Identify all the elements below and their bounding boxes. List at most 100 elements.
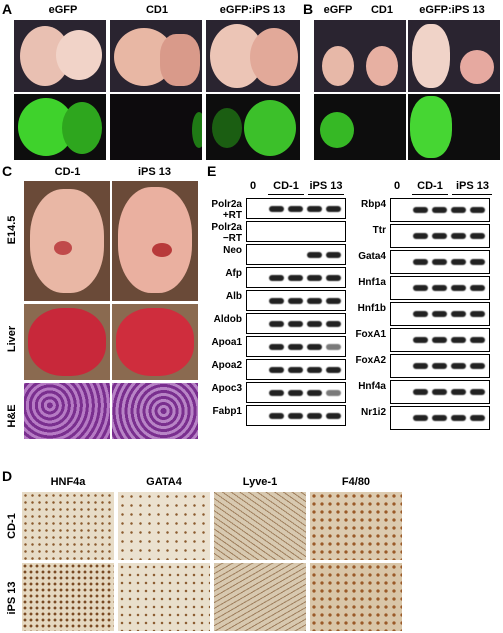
gel-band [326, 367, 341, 373]
panel-a-col-chimera: eGFP:iPS 13 [219, 4, 286, 16]
gel-band [432, 389, 447, 395]
panel-c-liver-cd1 [24, 304, 110, 380]
gel-band [326, 321, 341, 327]
panel-b-gfp-controls [314, 94, 406, 160]
gel-band [470, 311, 485, 317]
panel-a-gfp-egfp [14, 94, 106, 160]
panel-b-bright-chimera [408, 20, 500, 92]
gel-band [451, 285, 466, 291]
gel-band [432, 233, 447, 239]
gel-strip-left-1 [246, 221, 346, 242]
gel-band [326, 252, 341, 258]
gel-band [470, 363, 485, 369]
panel-d-col-lyve1: Lyve-1 [242, 476, 278, 488]
gel-left-ips13: iPS 13 [309, 180, 343, 192]
gel-band [470, 389, 485, 395]
gel-band [470, 233, 485, 239]
gel-band [288, 321, 303, 327]
panel-d-ihc-cd1-gata4 [118, 492, 210, 560]
gel-band [326, 344, 341, 350]
gel-band [288, 206, 303, 212]
gel-label-left-6: Apoa1 [211, 337, 242, 348]
gel-label-left-2: Neo [223, 245, 242, 256]
gel-band [451, 415, 466, 421]
panel-c-embryo-cd1 [24, 181, 110, 301]
gel-band [432, 311, 447, 317]
gel-band [307, 390, 322, 396]
gel-band [269, 367, 284, 373]
gel-left-zero: 0 [249, 180, 257, 192]
panel-c-col-cd1: CD-1 [54, 166, 81, 178]
gel-band [451, 207, 466, 213]
panel-c-col-ips13: iPS 13 [137, 166, 172, 178]
panel-d-col-gata4: GATA4 [146, 476, 182, 488]
gel-band [451, 389, 466, 395]
gel-left-cd1: CD-1 [273, 180, 299, 192]
panel-d-ihc-ips13-hnf4a [22, 563, 114, 631]
gel-band [432, 207, 447, 213]
panel-a-bright-cd1 [110, 20, 202, 92]
gel-band [451, 311, 466, 317]
gel-band [413, 415, 428, 421]
panel-d-col-f480: F4/80 [341, 476, 371, 488]
gel-band [432, 285, 447, 291]
panel-a-col-cd1: CD1 [145, 4, 168, 16]
gel-band [470, 285, 485, 291]
gel-label-left-0: Polr2a +RT [211, 199, 242, 221]
panel-c-embryo-ips13 [112, 181, 198, 301]
gel-label-right-2: Gata4 [358, 251, 386, 262]
gel-label-right-5: FoxA1 [355, 329, 386, 340]
gel-label-left-5: Aldob [213, 314, 242, 325]
gel-label-left-4: Alb [225, 291, 242, 302]
gel-right-ips13-underline [452, 194, 492, 195]
gel-label-left-8: Apoc3 [211, 383, 242, 394]
panel-d-ihc-ips13-gata4 [118, 563, 210, 631]
gel-band [307, 298, 322, 304]
gel-band [470, 259, 485, 265]
gel-band [288, 367, 303, 373]
gel-band [413, 337, 428, 343]
gel-band [307, 275, 322, 281]
gel-band [326, 413, 341, 419]
gel-band [326, 298, 341, 304]
gel-left-cd1-underline [268, 194, 304, 195]
gel-band [269, 413, 284, 419]
gel-label-left-7: Apoa2 [211, 360, 242, 371]
panel-c-he-ips13 [112, 383, 198, 439]
panel-c-row-e145: E14.5 [6, 215, 18, 245]
panel-a-bright-egfp [14, 20, 106, 92]
gel-band [413, 311, 428, 317]
panel-b-bright-controls [314, 20, 406, 92]
gel-label-right-3: Hnf1a [358, 277, 386, 288]
gel-band [269, 206, 284, 212]
gel-label-right-0: Rbp4 [361, 199, 386, 210]
gel-band [307, 206, 322, 212]
gel-label-right-8: Nr1i2 [360, 407, 386, 418]
panel-d-row-cd1: CD-1 [6, 513, 18, 539]
gel-band [413, 233, 428, 239]
panel-d-ihc-ips13-lyve1 [214, 563, 306, 631]
panel-c-letter: C [2, 163, 13, 179]
gel-band [307, 321, 322, 327]
gel-label-left-9: Fabp1 [212, 406, 242, 417]
gel-band [451, 337, 466, 343]
panel-b-col-cd1: CD1 [370, 4, 393, 16]
panel-d-letter: D [2, 468, 13, 484]
gel-band [451, 363, 466, 369]
gel-band [269, 344, 284, 350]
gel-label-right-4: Hnf1b [357, 303, 386, 314]
gel-band [451, 259, 466, 265]
gel-right-cd1-underline [412, 194, 448, 195]
panel-a-bright-chimera [206, 20, 300, 92]
gel-band [269, 390, 284, 396]
panel-a-col-egfp: eGFP [48, 4, 78, 16]
panel-a-gfp-chimera [206, 94, 300, 160]
panel-d-ihc-ips13-f480 [310, 563, 402, 631]
gel-band [326, 390, 341, 396]
gel-right-zero: 0 [393, 180, 401, 192]
gel-band [470, 415, 485, 421]
panel-a-letter: A [2, 1, 13, 17]
panel-a-gfp-cd1 [110, 94, 202, 160]
gel-label-right-7: Hnf4a [358, 381, 386, 392]
gel-band [432, 363, 447, 369]
